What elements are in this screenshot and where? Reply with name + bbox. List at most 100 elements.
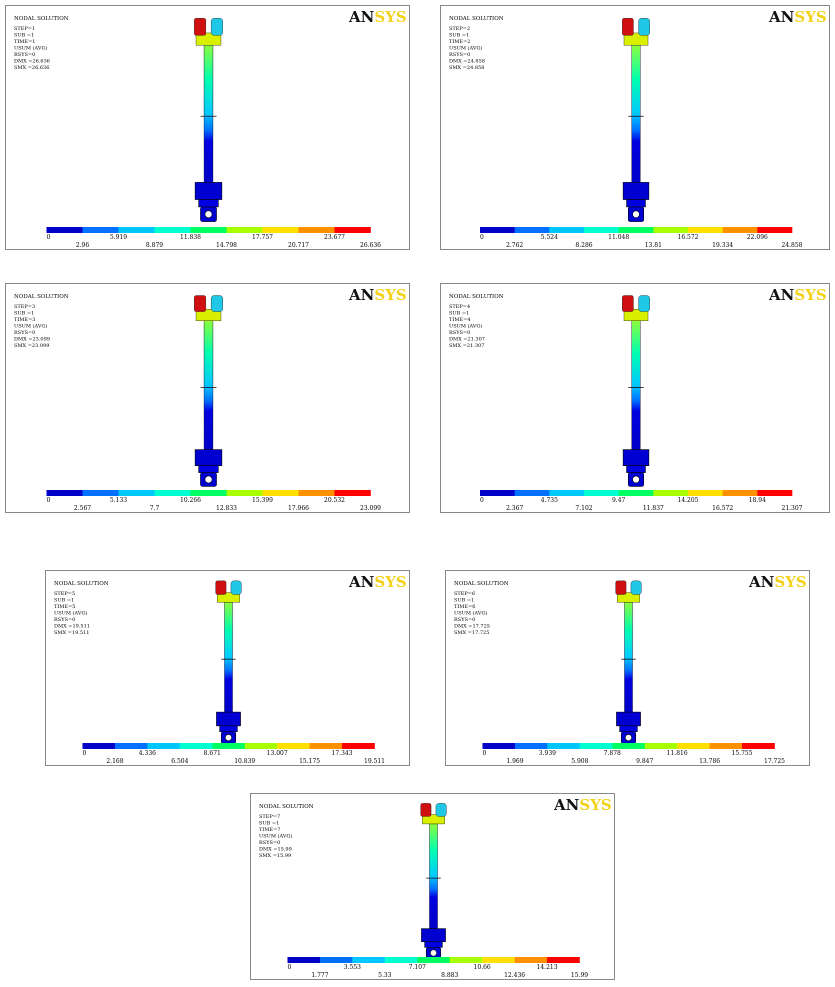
- logo: ANSYS: [348, 8, 407, 26]
- info-line: TIME=3: [14, 317, 35, 323]
- info-line: DMX =15.99: [259, 847, 292, 853]
- info-line: SUB =1: [14, 311, 34, 317]
- info-line: STEP=2: [449, 26, 470, 32]
- legend-label: 1.777: [311, 972, 328, 979]
- legend-label: 17.757: [252, 234, 273, 241]
- colorbar-segment: [263, 490, 299, 496]
- pin: [625, 734, 631, 740]
- info-line: SUB =1: [454, 598, 474, 604]
- colorbar-segment: [480, 490, 515, 496]
- logo-an: AN: [768, 286, 795, 304]
- rod: [429, 824, 437, 929]
- info-line: USUM (AVG): [454, 610, 487, 617]
- base-mid: [220, 726, 238, 732]
- head-right: [639, 296, 650, 312]
- info-line: SUB =1: [54, 598, 74, 604]
- info-line: SMX =19.511: [54, 630, 89, 636]
- figure: NODAL SOLUTIONSTEP=1SUB =1TIME=1USUM (AV…: [0, 0, 835, 987]
- legend-label: 5.919: [110, 234, 127, 241]
- colorbar-segment: [299, 490, 335, 496]
- colorbar-segment: [335, 490, 371, 496]
- legend-label: 13.007: [267, 750, 288, 757]
- base-upper: [623, 182, 649, 199]
- colorbar-segment: [757, 490, 792, 496]
- legend-label: 9.847: [636, 758, 653, 765]
- colorbar-segment: [245, 743, 278, 749]
- info-line: SMX =21.307: [449, 343, 484, 349]
- info-line: RSYS=0: [449, 330, 470, 336]
- base-upper: [216, 712, 240, 726]
- legend-label: 11.837: [643, 505, 664, 512]
- legend-label: 20.532: [324, 497, 345, 504]
- info-line: TIME=2: [449, 39, 470, 45]
- colorbar-segment: [352, 957, 385, 963]
- info-line: RSYS=0: [449, 52, 470, 58]
- logo-sys: SYS: [794, 8, 826, 26]
- logo-an: AN: [348, 573, 375, 591]
- legend-label: 5.33: [378, 972, 392, 979]
- logo-an: AN: [768, 8, 795, 26]
- rod: [204, 321, 213, 450]
- base-upper: [195, 450, 222, 466]
- legend-label: 0: [288, 964, 292, 971]
- base-upper: [623, 450, 649, 466]
- info-line: STEP=5: [54, 591, 75, 597]
- info-line: SUB =1: [449, 33, 469, 39]
- logo-sys: SYS: [579, 796, 611, 814]
- info-line: TIME=4: [449, 317, 470, 323]
- legend-label: 7.878: [604, 750, 621, 757]
- colorbar-segment: [480, 227, 515, 233]
- info-line: RSYS=0: [54, 617, 75, 623]
- info-line: SUB =1: [259, 821, 279, 827]
- colorbar-segment: [645, 743, 678, 749]
- logo: ANSYS: [748, 573, 807, 591]
- legend-label: 6.504: [171, 758, 188, 765]
- info-line: DMX =26.636: [14, 59, 50, 65]
- legend-label: 19.511: [364, 758, 385, 765]
- legend-label: 15.399: [252, 497, 273, 504]
- legend-label: 8.883: [441, 972, 458, 979]
- info-line: STEP=4: [449, 304, 470, 310]
- base-mid: [425, 942, 443, 948]
- colorbar-segment: [277, 743, 310, 749]
- colorbar-segment: [147, 743, 180, 749]
- colorbar-segment: [320, 957, 353, 963]
- legend-label: 11.816: [667, 750, 688, 757]
- legend-label: 0: [480, 234, 484, 241]
- logo: ANSYS: [348, 286, 407, 304]
- panel-title: NODAL SOLUTION: [449, 16, 504, 22]
- legend-label: 1.969: [506, 758, 523, 765]
- colorbar-segment: [515, 227, 550, 233]
- colorbar-segment: [47, 227, 83, 233]
- info-line: USUM (AVG): [14, 323, 47, 330]
- head-right: [631, 581, 641, 595]
- info-line: DMX =17.725: [454, 624, 490, 630]
- colorbar-segment: [723, 490, 758, 496]
- panel-title: NODAL SOLUTION: [14, 16, 69, 22]
- info-line: TIME=6: [454, 604, 475, 610]
- legend-label: 14.205: [678, 497, 699, 504]
- legend-label: 17.725: [764, 758, 785, 765]
- head-right: [211, 296, 223, 312]
- legend-label: 15.175: [299, 758, 320, 765]
- info-line: SMX =23.099: [14, 343, 49, 349]
- legend-label: 14.213: [537, 964, 558, 971]
- colorbar-segment: [119, 490, 155, 496]
- legend-label: 8.879: [146, 242, 163, 249]
- colorbar-segment: [584, 227, 619, 233]
- colorbar-segment: [155, 490, 191, 496]
- colorbar-segment: [619, 227, 654, 233]
- panel-title: NODAL SOLUTION: [14, 294, 69, 300]
- legend-label: 7.102: [575, 505, 592, 512]
- info-line: USUM (AVG): [449, 45, 482, 52]
- head-left: [421, 803, 431, 816]
- colorbar-segment: [619, 490, 654, 496]
- pin: [633, 211, 640, 218]
- colorbar-segment: [482, 957, 515, 963]
- info-line: DMX =23.099: [14, 337, 50, 343]
- legend-label: 16.572: [712, 505, 733, 512]
